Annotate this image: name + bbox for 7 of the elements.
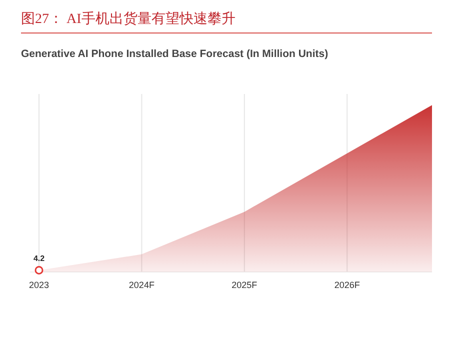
- x-tick-label: 2026F: [334, 280, 360, 290]
- x-tick-label: 2023: [28, 280, 50, 290]
- x-tick-label: 2025F: [232, 280, 258, 290]
- annotation: 4.2: [33, 254, 46, 264]
- subtitle: Generative AI Phone Installed Base Forecast (In Million Units): [21, 48, 328, 60]
- x-tick-label: 2024F: [128, 280, 155, 290]
- title: 图27： AI手机出货量有望快速攀升: [21, 12, 236, 27]
